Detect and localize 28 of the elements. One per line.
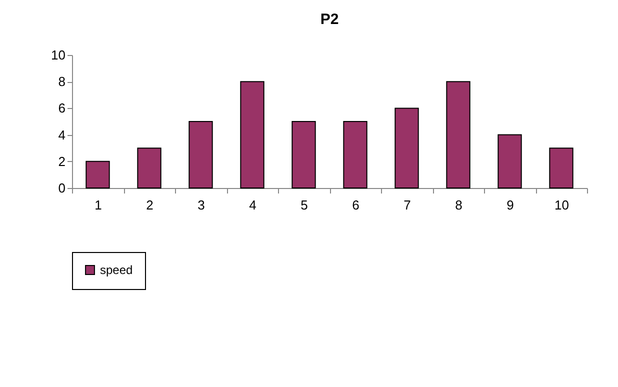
bar [137,148,162,188]
bar [498,134,522,188]
x-tick-label: 6 [352,198,360,212]
x-tick-label: 1 [94,198,102,212]
bar [240,81,264,188]
y-tick-label: 6 [58,100,66,116]
chart-title: P2 [320,11,339,28]
legend-label: speed [100,263,133,277]
bar [188,121,213,188]
x-tick-label: 2 [146,198,154,212]
y-tick-label: 8 [58,74,66,90]
bar [549,148,574,188]
bar [446,81,470,188]
x-tick-label: 7 [404,198,411,212]
x-tick-label: 4 [249,198,256,212]
x-tick-label: 5 [300,198,308,212]
bar [292,121,316,188]
x-tick-label: 8 [455,198,462,212]
x-tick-label: 3 [198,198,205,212]
y-tick-label: 0 [58,180,66,196]
x-tick-label: 9 [506,198,514,212]
bar [343,121,368,188]
y-tick-label: 4 [58,127,66,142]
bar [86,160,110,188]
bar [394,108,419,188]
x-tick-label: 10 [554,198,569,212]
y-tick-label: 10 [51,48,66,62]
y-tick-label: 2 [58,154,66,169]
